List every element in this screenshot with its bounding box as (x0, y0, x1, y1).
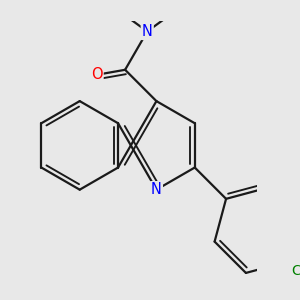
Text: N: N (142, 24, 153, 39)
Text: Cl: Cl (291, 264, 300, 278)
Text: N: N (151, 182, 162, 197)
Text: O: O (91, 67, 103, 82)
